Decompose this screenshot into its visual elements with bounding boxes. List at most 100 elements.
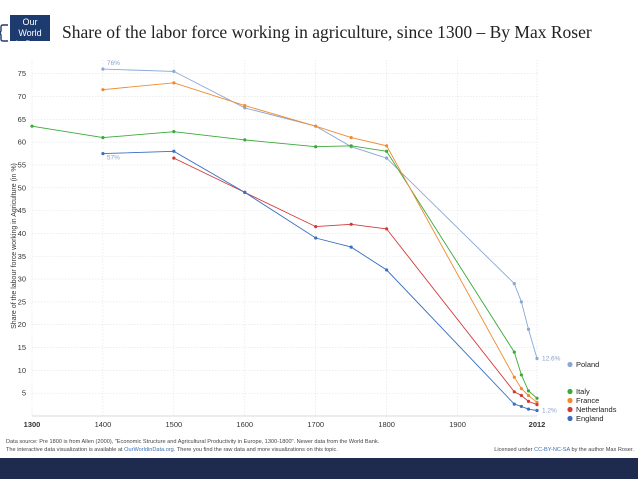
- x-tick-label: 1900: [449, 420, 466, 429]
- data-point[interactable]: [385, 156, 389, 160]
- data-point[interactable]: [512, 402, 516, 406]
- data-point[interactable]: [519, 393, 523, 398]
- x-tick-label: 1400: [95, 420, 112, 429]
- data-point[interactable]: [172, 81, 176, 85]
- data-point[interactable]: [535, 408, 539, 413]
- data-point[interactable]: [172, 130, 176, 134]
- slide-bottom-bar: [0, 458, 638, 479]
- data-point[interactable]: [385, 268, 389, 272]
- license-link[interactable]: CC-BY-NC-SA: [534, 447, 570, 453]
- legend-marker-england[interactable]: [567, 415, 573, 422]
- y-tick-label: 45: [18, 206, 26, 215]
- data-point[interactable]: [519, 300, 523, 304]
- data-point[interactable]: [512, 350, 516, 354]
- data-point[interactable]: [526, 327, 531, 331]
- x-tick-label: 2012: [529, 420, 546, 429]
- legend-label-poland[interactable]: Poland: [576, 360, 599, 369]
- data-point[interactable]: [385, 227, 389, 231]
- data-point[interactable]: [535, 402, 539, 407]
- x-tick-label: 1700: [307, 420, 324, 429]
- ourworldindata-logo[interactable]: Our World in Data: [10, 15, 50, 49]
- series-france: [101, 81, 539, 404]
- slide: Our World in Data Share of the labor for…: [0, 0, 638, 458]
- data-point[interactable]: [519, 404, 523, 409]
- y-tick-label: 15: [18, 343, 26, 352]
- data-point[interactable]: [314, 236, 318, 240]
- legend-marker-poland[interactable]: [567, 361, 573, 368]
- data-point[interactable]: [101, 67, 105, 71]
- data-point[interactable]: [172, 69, 176, 74]
- data-point[interactable]: [172, 156, 176, 160]
- y-tick-label: 35: [18, 252, 26, 261]
- footer-info-line: The interactive data visualization is av…: [6, 446, 634, 454]
- legend-marker-italy[interactable]: [567, 388, 573, 395]
- license-suffix: by the author Max Roser.: [569, 447, 634, 453]
- series-line-england: [102, 150, 538, 411]
- series-line-poland: [102, 68, 538, 359]
- info-suffix: . There you find the raw data and more v…: [173, 447, 338, 453]
- data-point[interactable]: [512, 282, 516, 286]
- gridlines: [31, 60, 538, 417]
- data-point[interactable]: [314, 145, 318, 149]
- series-line-italy: [31, 125, 538, 399]
- data-point[interactable]: [243, 106, 247, 110]
- y-axis-label: Share of the labour force working in Agr…: [11, 163, 18, 329]
- y-tick-label: 25: [18, 297, 26, 306]
- data-point[interactable]: [101, 151, 105, 156]
- data-point[interactable]: [243, 138, 247, 142]
- x-tick-label: 1300: [24, 420, 41, 429]
- data-point[interactable]: [512, 375, 516, 379]
- footer-source-line: Data source: Pre 1800 is from Allen (200…: [6, 438, 634, 446]
- annotation-label: 76%: [107, 60, 120, 67]
- annotation-label: 57%: [107, 155, 120, 162]
- legend-label-italy[interactable]: Italy: [576, 387, 590, 396]
- y-axis-ticks: 5 10 15 20 25 30 35 40 45 50 55 60 65 70 75: [18, 69, 26, 397]
- y-tick-label: 50: [18, 183, 26, 192]
- data-point[interactable]: [314, 124, 318, 128]
- data-point[interactable]: [30, 124, 34, 128]
- data-point[interactable]: [526, 393, 531, 398]
- y-tick-label: 60: [18, 138, 26, 147]
- x-tick-label: 1600: [236, 420, 253, 429]
- license-text: Licensed under CC-BY-NC-SA by the author…: [494, 446, 634, 454]
- data-point[interactable]: [526, 407, 531, 411]
- data-point[interactable]: [526, 399, 531, 403]
- data-point[interactable]: [243, 104, 247, 108]
- legend-marker-netherlands[interactable]: [567, 406, 573, 413]
- x-axis-ticks: 1300 1400 1500 1600 1700 1800 1900 2012: [24, 420, 546, 429]
- y-tick-label: 20: [18, 320, 26, 329]
- data-point[interactable]: [101, 135, 105, 140]
- y-tick-label: 30: [18, 275, 26, 284]
- data-source-text: Data source: Pre 1800 is from Allen (200…: [6, 439, 380, 445]
- data-point[interactable]: [519, 373, 523, 377]
- data-point[interactable]: [349, 144, 353, 148]
- legend-marker-france[interactable]: [567, 397, 573, 404]
- data-point[interactable]: [101, 88, 105, 92]
- y-tick-label: 40: [18, 229, 26, 238]
- data-point[interactable]: [385, 149, 389, 153]
- data-point[interactable]: [349, 245, 353, 249]
- y-tick-label: 5: [22, 389, 26, 398]
- y-tick-label: 10: [18, 366, 26, 375]
- legend-label-netherlands[interactable]: Netherlands: [576, 405, 617, 414]
- data-point[interactable]: [385, 144, 389, 148]
- data-point[interactable]: [172, 149, 176, 153]
- data-point[interactable]: [512, 390, 516, 394]
- data-point[interactable]: [535, 356, 539, 361]
- series-line-france: [102, 82, 538, 403]
- legend-label-france[interactable]: France: [576, 396, 599, 405]
- data-point[interactable]: [535, 400, 539, 404]
- y-tick-label: 75: [18, 69, 26, 78]
- legend-label-england[interactable]: England: [576, 414, 604, 423]
- data-point[interactable]: [526, 389, 531, 393]
- info-prefix: The interactive data visualization is av…: [6, 447, 125, 453]
- y-tick-label: 55: [18, 160, 26, 169]
- data-point[interactable]: [243, 190, 247, 194]
- ourworldindata-link[interactable]: OurWorldinData.org: [124, 447, 174, 453]
- data-point[interactable]: [314, 224, 318, 229]
- data-point[interactable]: [519, 387, 523, 391]
- data-point[interactable]: [349, 135, 353, 140]
- data-point[interactable]: [535, 396, 539, 400]
- data-point[interactable]: [349, 222, 353, 226]
- footer: Data source: Pre 1800 is from Allen (200…: [6, 438, 634, 454]
